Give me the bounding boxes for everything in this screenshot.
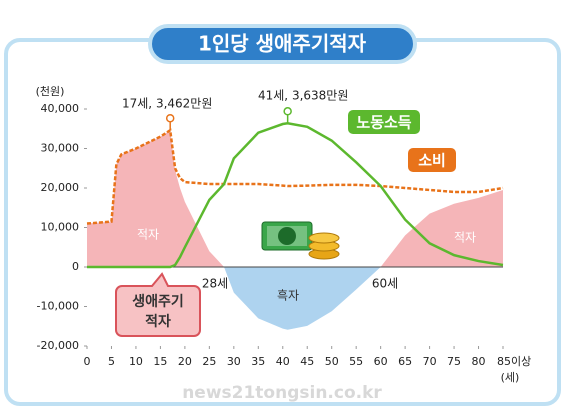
x-tick-label: 20 <box>178 355 192 368</box>
peak-label: 41세, 3,638만원 <box>258 89 348 103</box>
x-tick-label: 75 <box>447 355 461 368</box>
legend-box <box>408 148 456 172</box>
title-pill <box>148 24 417 64</box>
x-tick-label: 55 <box>349 355 363 368</box>
y-axis-label: (천원) <box>36 84 65 98</box>
y-tick-label: 40,000 <box>41 102 80 115</box>
callout-text: 생애주기 <box>132 294 184 310</box>
series-line <box>86 128 504 225</box>
y-tick-label: 10,000 <box>41 221 80 234</box>
series-line <box>87 122 504 269</box>
x-tick-label: 15 <box>153 355 167 368</box>
x-tick-label: 40 <box>276 355 290 368</box>
y-tick-label: -20,000 <box>37 339 79 352</box>
x-tick-label: 60 <box>374 355 388 368</box>
surplus-area <box>87 267 503 330</box>
annotation: 60세 <box>372 277 398 291</box>
y-tick-label: -10,000 <box>37 300 79 313</box>
x-tick-label: 65 <box>398 355 412 368</box>
x-tick-label: 85이상 <box>497 355 531 368</box>
legend-label: 노동소득 <box>356 114 411 132</box>
watermark: news21tongsin.co.kr <box>182 383 382 403</box>
y-tick-label: 30,000 <box>41 142 80 155</box>
legend-box <box>348 110 420 134</box>
annotation: 28세 <box>202 277 228 291</box>
peak-marker <box>283 107 292 116</box>
x-tick-label: 70 <box>423 355 437 368</box>
legend-label: 소비 <box>418 152 446 170</box>
x-tick-label: 45 <box>300 355 314 368</box>
chart-title: 1인당 생애주기적자 <box>198 32 367 56</box>
x-tick-label: 35 <box>251 355 265 368</box>
annotation: 흑자 <box>277 289 299 303</box>
x-tick-label: 80 <box>472 355 486 368</box>
y-tick-label: 20,000 <box>41 181 80 194</box>
money-icon <box>261 221 340 260</box>
peak-marker <box>165 114 175 123</box>
callout-box <box>115 272 201 337</box>
annotation: 적자 <box>137 228 159 242</box>
annotation: 적자 <box>454 231 476 245</box>
x-axis-label: (세) <box>501 371 520 384</box>
x-tick-label: 25 <box>202 355 216 368</box>
x-tick-label: 5 <box>108 355 115 368</box>
x-tick-label: 0 <box>84 355 91 368</box>
x-tick-label: 50 <box>325 355 339 368</box>
x-tick-label: 10 <box>129 355 143 368</box>
x-tick-label: 30 <box>227 355 241 368</box>
peak-label: 17세, 3,462만원 <box>122 97 212 111</box>
callout-text: 적자 <box>145 313 171 330</box>
y-tick-label: 0 <box>72 260 79 273</box>
